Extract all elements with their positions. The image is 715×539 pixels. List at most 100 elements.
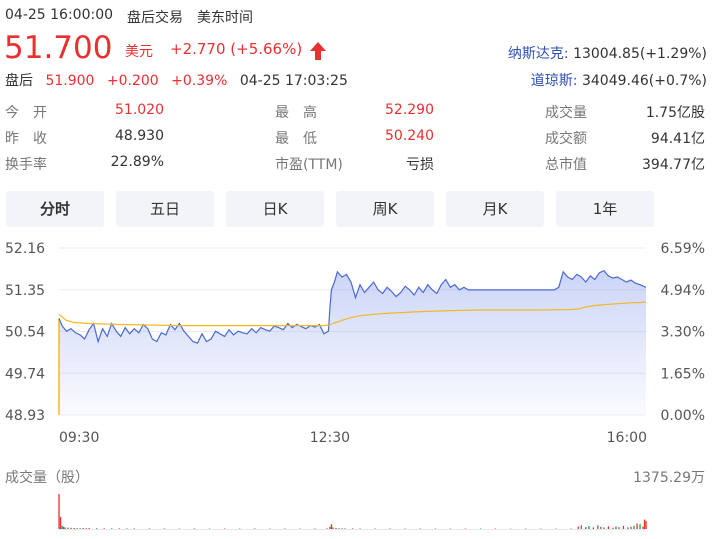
- volume-bar: [329, 526, 331, 529]
- y-tick-label-pct: 3.30%: [661, 325, 705, 341]
- stat-label: 成交额: [545, 131, 587, 147]
- volume-bar: [627, 527, 629, 529]
- price-line: [58, 269, 647, 344]
- volume-bar: [570, 528, 572, 530]
- volume-bar: [479, 528, 482, 530]
- y-tick-label: 51.35: [5, 283, 45, 299]
- volume-bar: [163, 528, 166, 530]
- volume-bar: [419, 528, 421, 530]
- volume-bar: [223, 528, 226, 530]
- tab-monthly-k[interactable]: 月K: [446, 191, 544, 227]
- volume-bar: [239, 528, 241, 530]
- volume-bar: [208, 528, 211, 530]
- up-arrow-icon: [309, 41, 327, 61]
- price-area: [59, 270, 646, 415]
- volume-bar: [332, 527, 334, 529]
- volume-bar: [639, 524, 641, 529]
- index-nasdaq[interactable]: 纳斯达克: 13004.85(+1.29%): [508, 43, 707, 63]
- volume-bar: [344, 528, 346, 530]
- volume-bar: [326, 528, 328, 530]
- volume-bar: [88, 528, 90, 529]
- x-tick-label: 09:30: [59, 430, 99, 446]
- volume-bar: [577, 526, 579, 529]
- volume-bar: [62, 526, 65, 529]
- after-hours-price: 51.900: [45, 73, 95, 89]
- volume-bar: [314, 528, 316, 530]
- volume-bar: [509, 528, 512, 530]
- volume-bar: [615, 526, 617, 529]
- y-tick-label: 52.16: [5, 241, 45, 257]
- volume-max-label: 1375.29万: [633, 470, 705, 486]
- volume-bar: [618, 527, 620, 529]
- volume-bar: [636, 523, 638, 529]
- volume-bar: [79, 528, 81, 529]
- after-hours-pct: +0.39%: [171, 73, 228, 89]
- after-hours-label: 盘后: [5, 73, 33, 89]
- tab-daily-k[interactable]: 日K: [226, 191, 324, 227]
- volume-bar: [59, 516, 62, 529]
- y-tick-label-pct: 1.65%: [661, 366, 705, 382]
- volume-bar: [73, 527, 75, 529]
- volume-bar: [630, 526, 632, 529]
- stat-market-cap: 394.77亿: [642, 157, 705, 173]
- volume-bar: [341, 528, 343, 530]
- y-tick-label-pct: 0.00%: [661, 408, 705, 424]
- tab-one-year[interactable]: 1年: [556, 191, 654, 227]
- y-axis-left: 52.16 51.35 50.54 49.74 48.93: [5, 241, 45, 424]
- tab-intraday[interactable]: 分时: [6, 191, 104, 227]
- volume-bar: [118, 528, 120, 530]
- volume-bar: [299, 528, 301, 530]
- volume-bar: [61, 525, 63, 529]
- volume-bar: [607, 526, 610, 529]
- y-tick-label-pct: 6.59%: [661, 241, 705, 257]
- volume-bar: [338, 528, 340, 529]
- volume-bar: [585, 527, 587, 529]
- volume-bar: [193, 528, 196, 530]
- volume-bar: [64, 527, 66, 529]
- stat-label: 总市值: [545, 157, 587, 173]
- intraday-chart[interactable]: 52.16 51.35 50.54 49.74 48.93 6.59% 4.94% 3.30…: [0, 239, 715, 539]
- volume-bar: [351, 528, 354, 530]
- volume-bar: [592, 527, 595, 529]
- stat-label: 换手率: [5, 157, 47, 173]
- volume-bar: [612, 527, 614, 529]
- index-value: 34049.46(+0.7%): [581, 73, 707, 89]
- volume-title: 成交量（股）: [5, 469, 89, 486]
- stat-volume: 1.75亿股: [645, 105, 705, 121]
- after-hours-row: 盘后 51.900 +0.200 +0.39% 04-25 17:03:25: [5, 70, 348, 90]
- volume-bar: [524, 528, 527, 530]
- volume-bar: [597, 525, 599, 529]
- volume-bar: [58, 494, 60, 529]
- stat-label: 最 高: [275, 105, 317, 121]
- session-label: 盘后交易: [127, 10, 183, 26]
- volume-bar: [449, 528, 452, 530]
- volume-bar: [178, 528, 181, 530]
- tab-five-day[interactable]: 五日: [116, 191, 214, 227]
- tab-weekly-k[interactable]: 周K: [336, 191, 434, 227]
- volume-bar: [85, 528, 87, 529]
- volume-bar: [284, 528, 286, 530]
- volume-bar: [633, 525, 635, 529]
- stat-label: 今 开: [5, 105, 47, 121]
- volume-bar: [603, 527, 605, 529]
- index-value: 13004.85(+1.29%): [573, 46, 707, 62]
- volume-bar: [464, 528, 467, 530]
- volume-bar: [103, 528, 105, 530]
- index-name: 纳斯达克:: [507, 46, 569, 62]
- y-tick-label-pct: 4.94%: [661, 283, 705, 299]
- stat-label: 成交量: [545, 105, 587, 121]
- y-tick-label: 49.74: [5, 366, 45, 382]
- timezone-label: 美东时间: [197, 10, 253, 26]
- volume-bar: [70, 527, 72, 529]
- index-name: 道琼斯:: [530, 73, 578, 89]
- after-hours-change: +0.200: [106, 73, 159, 89]
- volume-bar: [148, 528, 151, 530]
- last-price: 51.700: [4, 30, 113, 66]
- volume-bar: [555, 528, 557, 530]
- index-dow[interactable]: 道琼斯: 34049.46(+0.7%): [531, 70, 707, 90]
- x-tick-label: 12:30: [310, 430, 350, 446]
- y-tick-label: 48.93: [5, 408, 45, 424]
- volume-bar: [111, 528, 113, 530]
- volume-bar: [622, 525, 625, 529]
- volume-bar: [335, 527, 337, 529]
